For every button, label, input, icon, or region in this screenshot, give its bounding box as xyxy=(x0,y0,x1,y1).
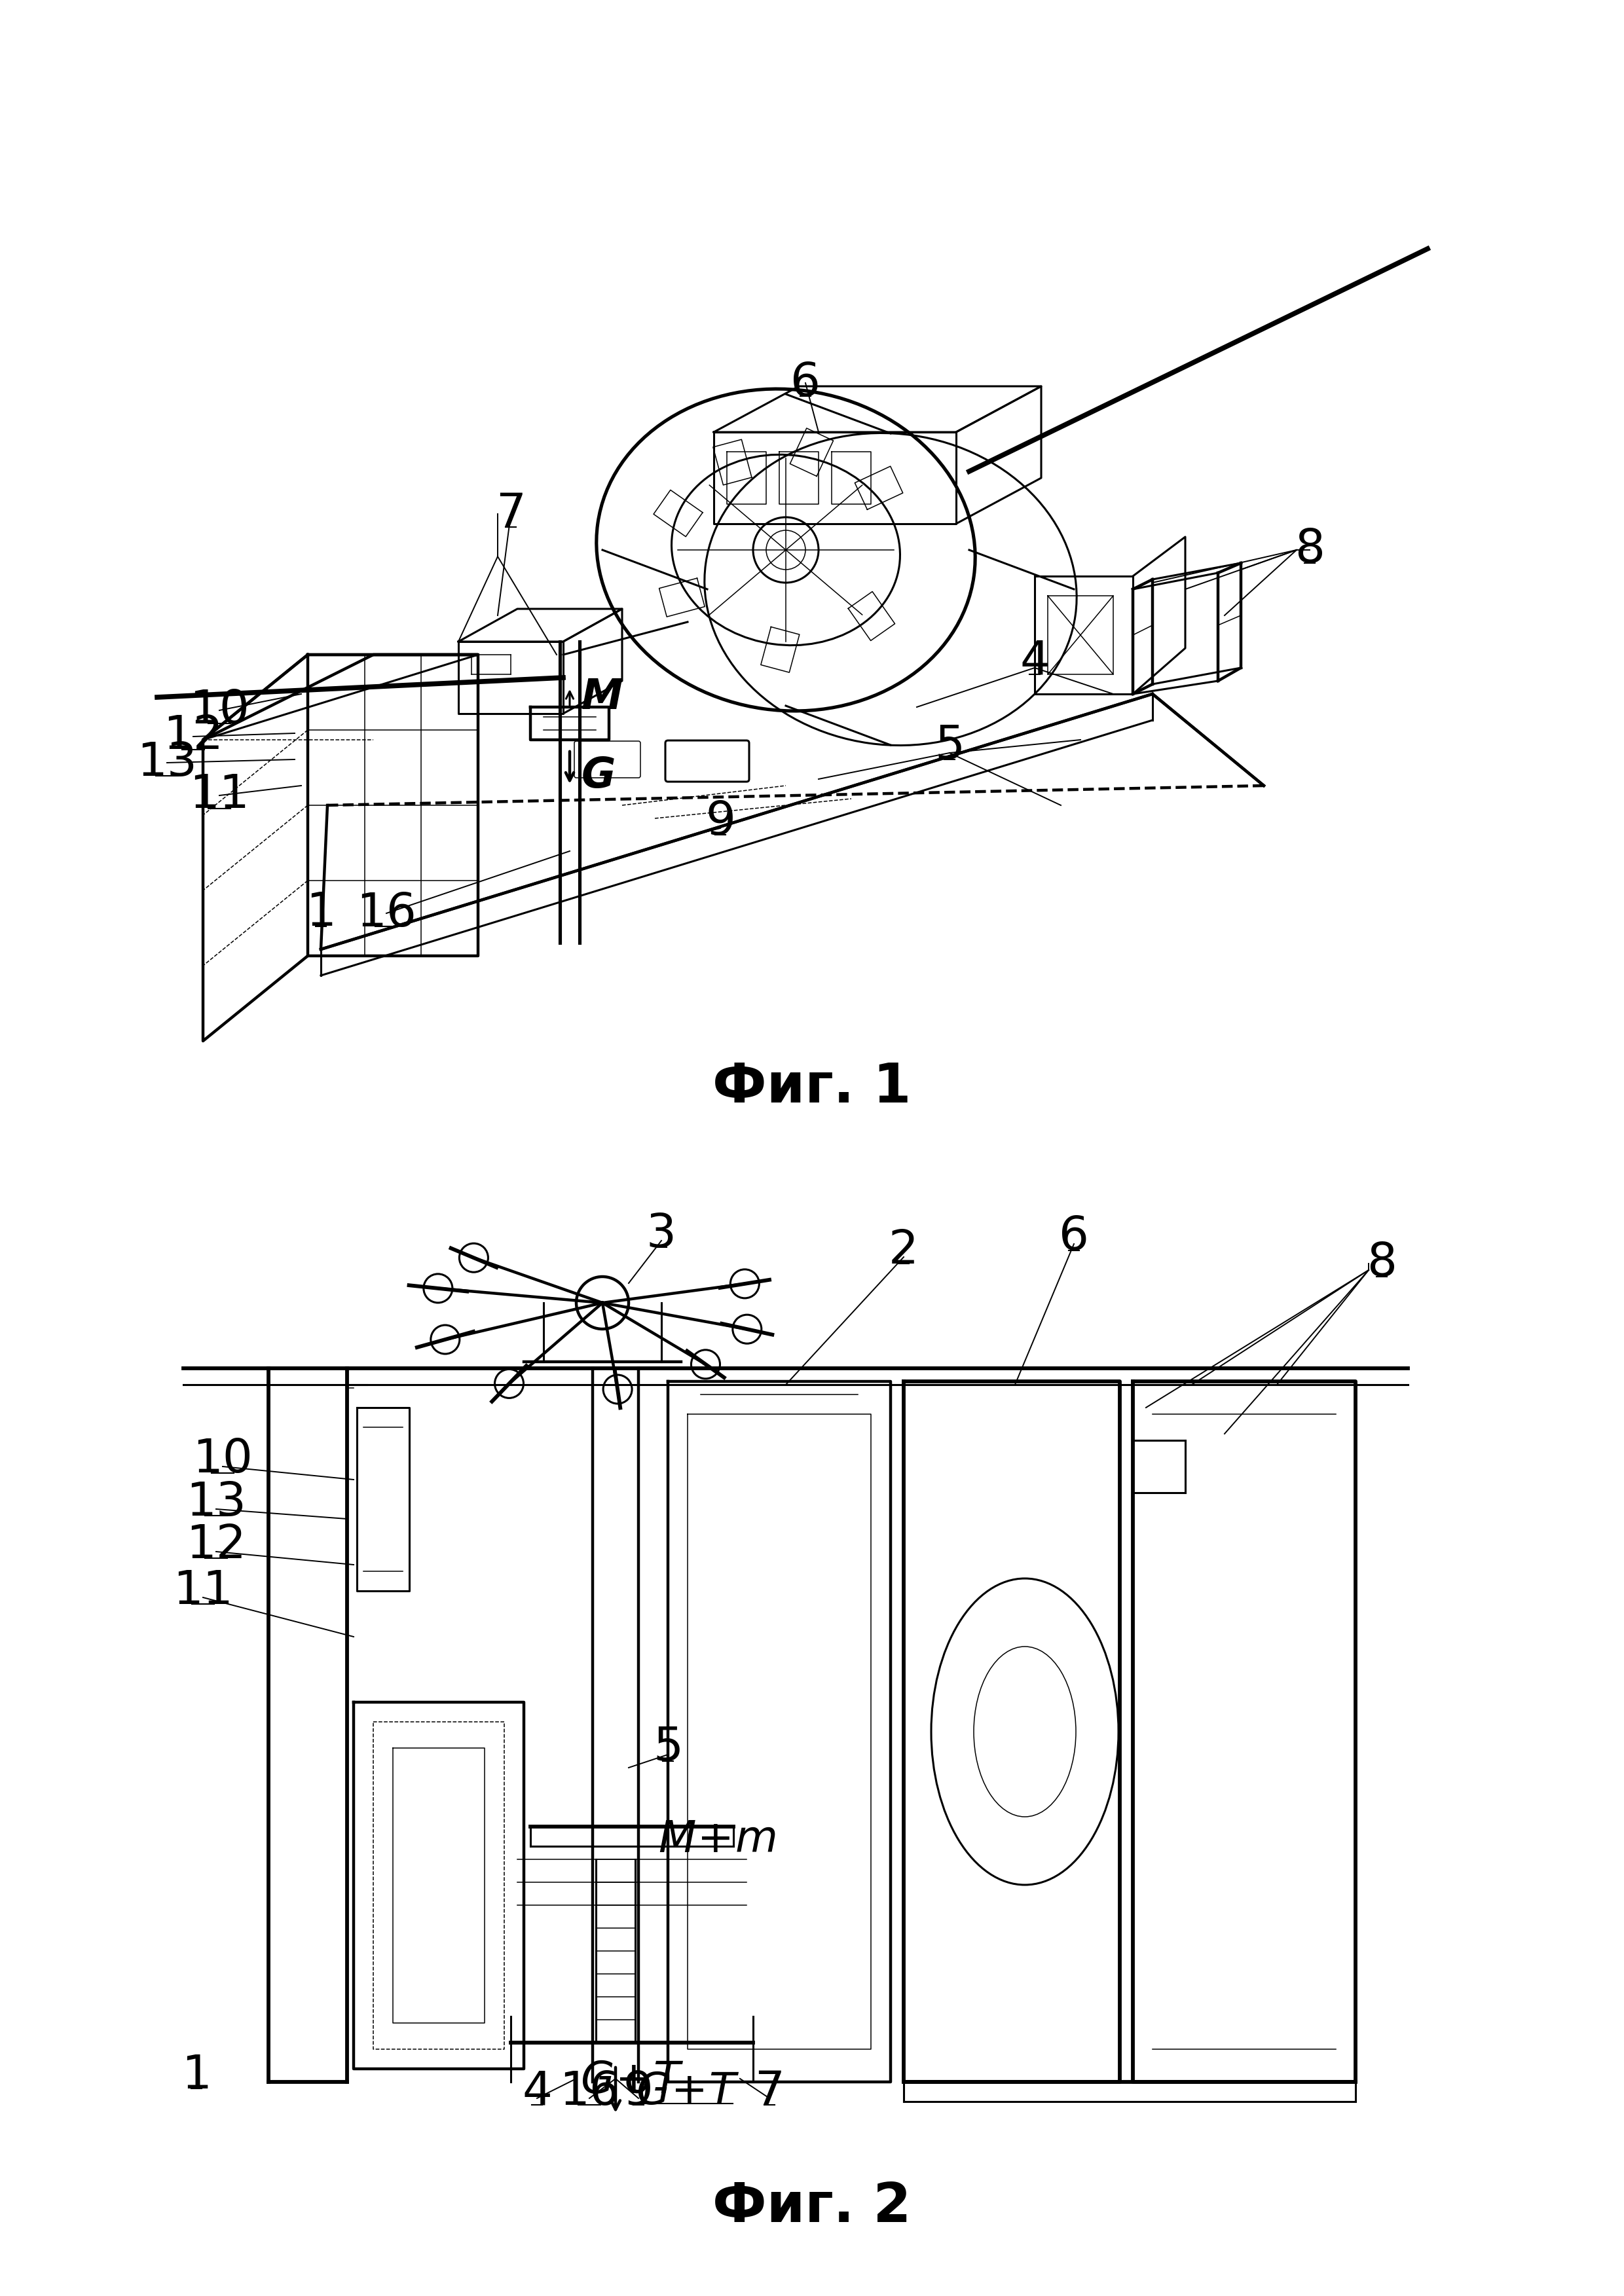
Circle shape xyxy=(577,1277,628,1329)
Ellipse shape xyxy=(931,1577,1119,1885)
Text: 5: 5 xyxy=(934,723,965,769)
Text: Фиг. 2: Фиг. 2 xyxy=(713,2179,911,2232)
Circle shape xyxy=(754,517,818,583)
Text: 11: 11 xyxy=(190,774,250,817)
Text: $G\!+\!T$: $G\!+\!T$ xyxy=(635,2071,739,2112)
Circle shape xyxy=(732,1316,762,1343)
Text: 7: 7 xyxy=(755,2069,784,2115)
Circle shape xyxy=(430,1325,460,1355)
Text: 2: 2 xyxy=(888,1228,919,1272)
Text: 8: 8 xyxy=(1294,528,1325,572)
Text: 1: 1 xyxy=(182,2053,211,2099)
Text: 8: 8 xyxy=(1367,1240,1397,1286)
Text: 9: 9 xyxy=(624,2069,653,2115)
Circle shape xyxy=(424,1274,453,1302)
Text: 11: 11 xyxy=(174,1568,232,1614)
Text: 9: 9 xyxy=(705,799,736,845)
Circle shape xyxy=(692,1350,719,1378)
Text: 3: 3 xyxy=(646,1212,677,1256)
Text: 1: 1 xyxy=(305,891,336,937)
Text: 4: 4 xyxy=(1020,638,1049,684)
Circle shape xyxy=(603,1375,632,1403)
Text: Фиг. 1: Фиг. 1 xyxy=(713,1061,911,1114)
Text: 16: 16 xyxy=(559,2069,619,2115)
Text: 10: 10 xyxy=(190,689,250,732)
FancyBboxPatch shape xyxy=(666,739,749,781)
Circle shape xyxy=(460,1244,489,1272)
Circle shape xyxy=(731,1270,758,1297)
Circle shape xyxy=(495,1368,523,1398)
Text: 5: 5 xyxy=(653,1724,684,1770)
Text: 7: 7 xyxy=(495,491,526,537)
Text: 6: 6 xyxy=(791,360,820,406)
Text: 16: 16 xyxy=(356,891,416,937)
Text: 12: 12 xyxy=(162,714,222,760)
Text: 13: 13 xyxy=(187,1481,247,1525)
Text: G: G xyxy=(581,755,615,797)
Text: 13: 13 xyxy=(136,739,197,785)
Text: M: M xyxy=(581,677,624,719)
FancyBboxPatch shape xyxy=(575,742,640,778)
Text: $M\!+\!m$: $M\!+\!m$ xyxy=(658,1818,776,1862)
Text: 4: 4 xyxy=(521,2069,552,2115)
Text: $G\!+\!T$: $G\!+\!T$ xyxy=(580,2060,684,2103)
Text: 6: 6 xyxy=(1059,1215,1090,1261)
Text: 12: 12 xyxy=(187,1522,247,1568)
Text: 10: 10 xyxy=(193,1437,253,1483)
